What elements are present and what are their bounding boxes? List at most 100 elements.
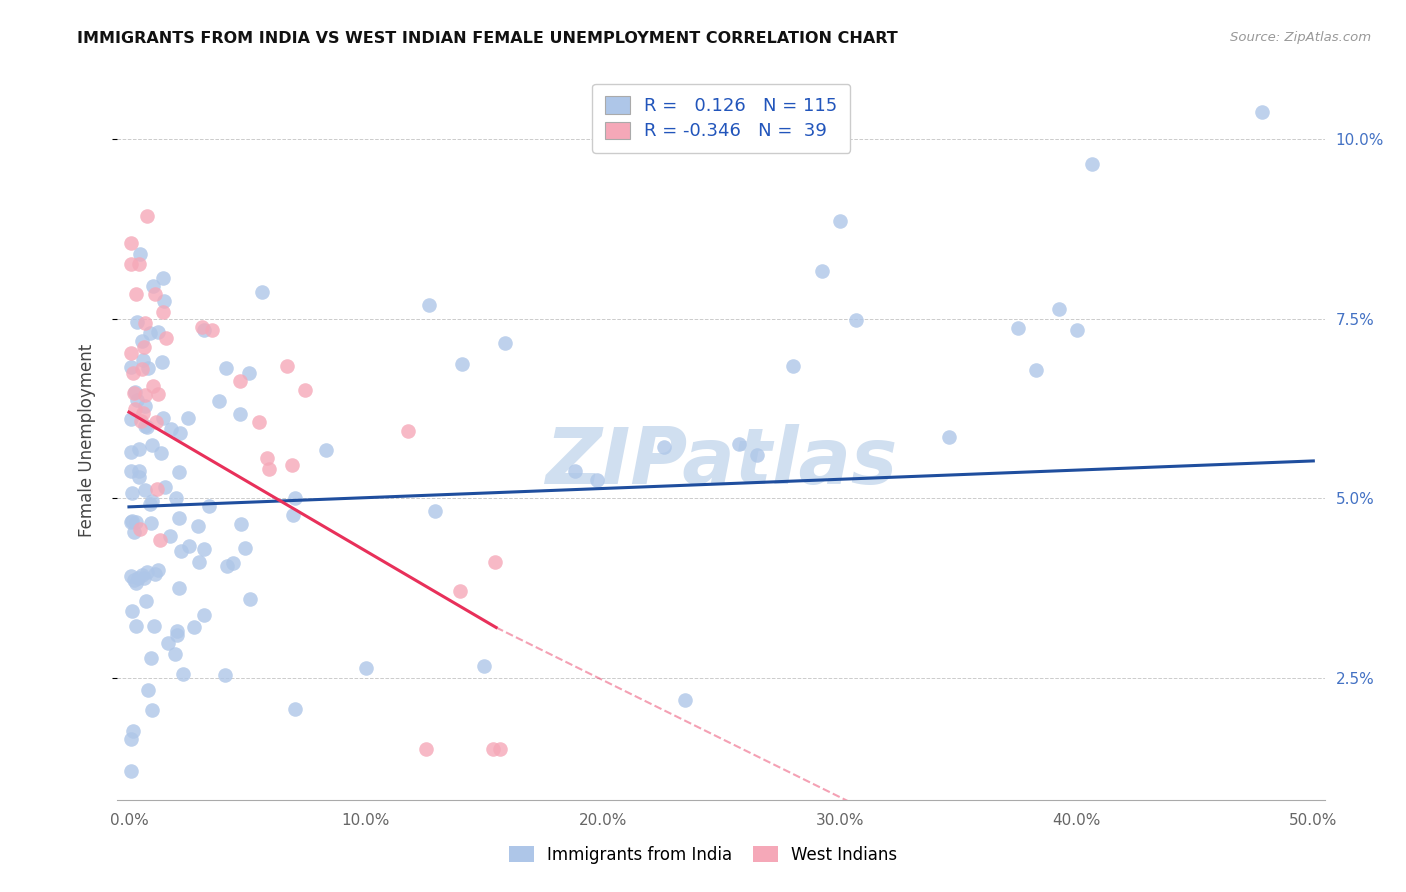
Point [153,480,176,494]
Point [128,469,150,483]
Point [247,415,270,429]
Point [121,604,143,618]
Point [150,354,173,368]
Point [177,411,200,425]
Y-axis label: Female Unemployment: Female Unemployment [79,344,96,538]
Point [187,519,209,533]
Point [132,406,155,420]
Point [122,524,145,539]
Point [396,424,419,438]
Point [494,335,516,350]
Point [728,437,751,451]
Point [450,357,472,371]
Point [228,374,250,388]
Point [281,458,304,473]
Point [143,286,166,301]
Point [585,473,607,487]
Point [136,420,159,434]
Point [121,485,143,500]
Point [163,648,186,662]
Point [146,325,169,339]
Point [215,360,238,375]
Point [128,442,150,456]
Point [484,555,506,569]
Point [155,331,177,345]
Point [125,516,148,530]
Point [193,541,215,556]
Point [145,415,167,429]
Point [169,426,191,441]
Text: IMMIGRANTS FROM INDIA VS WEST INDIAN FEMALE UNEMPLOYMENT CORRELATION CHART: IMMIGRANTS FROM INDIA VS WEST INDIAN FEM… [77,31,898,46]
Point [120,345,142,359]
Point [215,558,238,573]
Point [152,271,174,285]
Point [145,566,167,581]
Point [120,464,142,478]
Point [131,362,153,376]
Point [221,556,243,570]
Point [136,361,159,376]
Point [124,287,146,301]
Point [200,322,222,336]
Legend: Immigrants from India, West Indians: Immigrants from India, West Indians [502,839,904,871]
Legend: R =   0.126   N = 115, R = -0.346   N =  39: R = 0.126 N = 115, R = -0.346 N = 39 [592,84,851,153]
Point [148,563,170,577]
Point [121,366,143,380]
Point [415,742,437,756]
Point [208,394,231,409]
Point [654,440,676,454]
Point [127,571,149,585]
Point [120,257,142,271]
Point [183,620,205,634]
Point [141,493,163,508]
Point [142,378,165,392]
Point [120,569,142,583]
Point [197,499,219,513]
Point [131,334,153,348]
Point [143,619,166,633]
Point [139,497,162,511]
Point [745,448,768,462]
Point [315,443,337,458]
Point [166,624,188,639]
Point [145,482,167,496]
Point [146,387,169,401]
Point [153,293,176,308]
Point [281,508,304,523]
Point [482,742,505,756]
Text: Source: ZipAtlas.com: Source: ZipAtlas.com [1230,31,1371,45]
Point [125,393,148,408]
Point [229,408,252,422]
Point [782,359,804,374]
Point [238,366,260,380]
Point [124,402,146,417]
Point [169,543,191,558]
Point [167,582,190,596]
Point [449,583,471,598]
Point [188,555,211,569]
Point [135,566,157,580]
Point [564,464,586,478]
Point [257,462,280,476]
Point [139,326,162,340]
Point [488,742,510,756]
Point [128,246,150,260]
Point [122,573,145,587]
Point [423,504,446,518]
Point [134,483,156,497]
Point [294,383,316,397]
Point [120,732,142,747]
Point [120,516,142,530]
Point [120,359,142,374]
Point [127,315,149,329]
Point [418,298,440,312]
Point [120,412,142,426]
Point [149,446,172,460]
Point [172,667,194,681]
Point [239,591,262,606]
Point [1025,363,1047,377]
Point [159,421,181,435]
Point [125,576,148,591]
Point [284,491,307,506]
Point [229,516,252,531]
